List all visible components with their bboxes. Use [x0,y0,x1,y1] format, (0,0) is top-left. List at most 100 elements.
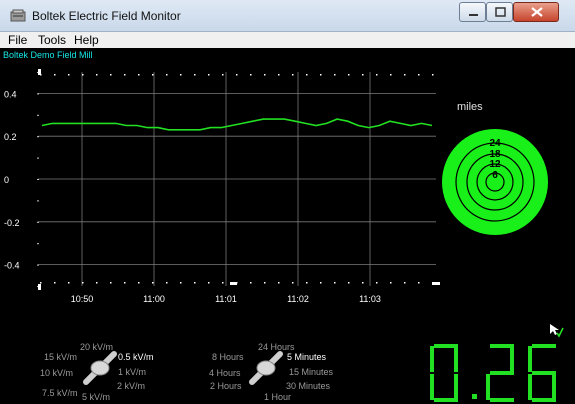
y-minor-tick [37,243,39,244]
readout-decimal-point [472,394,477,399]
minimize-button[interactable] [459,2,486,22]
border-dot [376,74,378,76]
readout-digit [430,344,458,402]
border-dot [278,282,280,284]
border-dot [390,74,392,76]
y-minor-tick [37,222,39,223]
border-dot [54,74,56,76]
maximize-button[interactable] [486,2,513,22]
menu-file[interactable]: File [8,33,27,47]
border-dot [292,74,294,76]
border-dot [96,74,98,76]
border-dot [194,282,196,284]
knob-option[interactable]: 30 Minutes [286,381,330,391]
border-dot [418,282,420,284]
border-dot [222,74,224,76]
knob-option[interactable]: 5 kV/m [82,392,110,402]
y-tick-label: -0.2 [4,218,20,228]
border-dot [152,282,154,284]
border-dot [166,74,168,76]
border-dot [110,282,112,284]
border-dot [110,74,112,76]
readout-segment [532,344,556,348]
close-icon [514,3,560,21]
border-dot [54,282,56,284]
border-dot [418,74,420,76]
border-dot [194,74,196,76]
border-dot [236,74,238,76]
border-dot [82,282,84,284]
border-dot [432,74,434,76]
readout-segment [454,346,458,372]
y-minor-tick [37,265,39,266]
knob-option[interactable]: 24 Hours [258,342,295,352]
y-tick-label: 0.2 [4,132,17,142]
window-title: Boltek Electric Field Monitor [32,9,181,23]
x-tick-label: 11:03 [359,294,381,304]
field-series-line [42,119,432,130]
y-minor-tick [37,115,39,116]
knob-option[interactable]: 15 Minutes [289,367,333,377]
y-minor-tick [37,136,39,137]
border-dot [362,282,364,284]
time-marker [230,282,237,285]
readout-segment [454,374,458,400]
knob-option[interactable]: 20 kV/m [80,342,113,352]
border-dot [222,282,224,284]
title-bar[interactable]: Boltek Electric Field Monitor [0,0,575,32]
knob-option[interactable]: 7.5 kV/m [42,388,78,398]
border-dot [278,74,280,76]
y-tick-label: 0.4 [4,89,17,99]
border-dot [208,74,210,76]
window-app-icon [10,9,26,22]
menu-tools[interactable]: Tools [38,33,66,47]
knob-option[interactable]: 2 Hours [210,381,242,391]
readout-segment [486,374,490,400]
border-dot [138,282,140,284]
y-minor-tick [37,179,39,180]
scale-knob-body [91,361,109,375]
radar-ring-label: 12 [489,159,501,170]
border-dot [68,74,70,76]
menu-help[interactable]: Help [74,33,99,47]
border-dot [40,282,42,284]
knob-option[interactable]: 0.5 kV/m [118,352,154,362]
x-tick-label: 11:00 [143,294,165,304]
knob-option[interactable]: 5 Minutes [287,352,326,362]
border-dot [306,282,308,284]
border-dot [320,74,322,76]
knob-option[interactable]: 15 kV/m [44,352,77,362]
readout-segment [552,374,556,400]
border-dot [96,282,98,284]
end-marker [432,282,440,285]
readout-segment [528,346,532,372]
knob-option[interactable]: 1 kV/m [118,367,146,377]
knob-option[interactable]: 2 kV/m [117,381,145,391]
readout-segment [490,371,514,375]
minimize-icon [460,3,487,21]
time-knob[interactable] [246,348,286,388]
border-dot [376,282,378,284]
border-dot [166,282,168,284]
border-dot [180,74,182,76]
start-marker [38,284,41,290]
x-tick-labels: 10:50 11:00 11:01 11:02 11:03 [71,294,381,304]
menu-bar: File Tools Help [0,32,575,48]
border-dot [334,74,336,76]
knob-option[interactable]: 4 Hours [209,368,241,378]
border-dot [208,282,210,284]
scale-knob[interactable] [80,348,120,388]
knob-option[interactable]: 10 kV/m [40,368,73,378]
knob-option[interactable]: 8 Hours [212,352,244,362]
x-tick-label: 10:50 [71,294,94,304]
radar-units: miles [457,101,483,113]
border-dot [264,74,266,76]
y-tick-label: 0 [4,175,9,185]
readout-segment [430,346,434,372]
close-button[interactable] [513,2,559,22]
border-dot [82,74,84,76]
knob-option[interactable]: 1 Hour [264,392,291,402]
time-knob-body [257,361,275,375]
readout-digit [528,344,556,402]
